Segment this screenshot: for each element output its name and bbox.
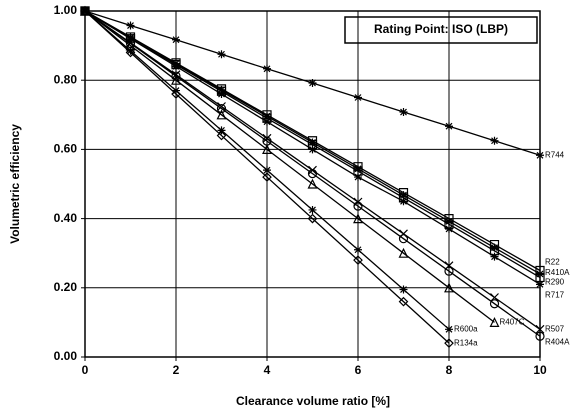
marker <box>490 243 499 252</box>
series-line <box>84 10 541 337</box>
marker <box>445 224 453 233</box>
marker <box>353 213 363 224</box>
series-label: R600a <box>454 324 478 333</box>
series-label: R22 <box>545 258 560 267</box>
marker <box>171 89 181 99</box>
marker <box>399 197 408 206</box>
marker <box>217 102 226 111</box>
marker <box>535 324 545 334</box>
series-line <box>84 10 495 323</box>
marker <box>217 50 226 59</box>
marker <box>353 201 363 211</box>
marker <box>444 338 454 349</box>
marker <box>489 299 500 309</box>
marker <box>307 178 318 189</box>
marker <box>535 331 545 341</box>
marker <box>126 34 135 43</box>
marker <box>308 205 317 214</box>
marker <box>216 130 227 141</box>
x-tick-label: 0 <box>82 363 89 377</box>
series-label: R744 <box>545 150 565 159</box>
marker <box>216 103 227 114</box>
marker <box>262 144 272 154</box>
x-axis-label: Clearance volume ratio [%] <box>236 394 390 408</box>
y-tick-label: 0.80 <box>54 72 78 86</box>
marker <box>217 126 226 135</box>
y-tick-label: 0.20 <box>54 280 78 294</box>
marker <box>263 64 271 73</box>
marker <box>445 325 453 334</box>
marker <box>445 122 453 131</box>
marker <box>489 317 500 327</box>
marker <box>536 151 544 160</box>
y-tick-label: 1.00 <box>54 3 78 17</box>
series-label: R717 <box>545 290 565 299</box>
chart-title: Rating Point: ISO (LBP) <box>374 22 508 36</box>
marker <box>126 46 135 55</box>
marker <box>353 255 363 265</box>
marker <box>172 62 180 71</box>
series-line <box>84 10 450 344</box>
series-label: R404A <box>545 337 570 346</box>
marker <box>398 296 409 307</box>
series-label: R407C <box>500 318 525 327</box>
marker <box>307 213 318 224</box>
marker <box>308 145 317 154</box>
plot-frame <box>84 10 541 358</box>
marker <box>354 93 362 102</box>
marker <box>171 74 181 85</box>
x-tick-label: 2 <box>173 363 180 377</box>
y-tick-label: 0.00 <box>54 349 78 363</box>
marker <box>126 21 135 30</box>
marker <box>444 282 454 293</box>
series-line <box>84 10 541 278</box>
marker <box>217 90 226 99</box>
series-label: R134a <box>454 338 478 347</box>
marker <box>263 112 271 121</box>
y-axis-label: Volumetric efficiency <box>8 124 22 244</box>
marker <box>444 219 454 229</box>
marker <box>307 169 318 179</box>
marker <box>263 166 271 175</box>
marker <box>353 166 363 176</box>
marker <box>444 266 454 276</box>
y-tick-label: 0.40 <box>54 211 78 225</box>
marker <box>307 139 318 150</box>
x-tick-label: 8 <box>446 363 453 377</box>
marker <box>125 47 136 58</box>
marker <box>354 164 362 173</box>
marker <box>489 246 500 256</box>
series-label: R290 <box>545 278 565 287</box>
marker <box>263 117 271 126</box>
title-box <box>344 16 538 44</box>
marker <box>399 285 408 294</box>
marker <box>445 217 453 226</box>
x-tick-label: 6 <box>355 363 362 377</box>
x-tick-label: 10 <box>533 363 547 377</box>
marker <box>262 133 272 143</box>
marker <box>535 272 545 283</box>
marker <box>536 280 544 289</box>
x-tick-label: 4 <box>264 363 271 377</box>
marker <box>308 138 317 147</box>
marker <box>262 172 272 182</box>
marker <box>354 245 362 254</box>
series-label: R410A <box>545 268 570 277</box>
marker <box>217 85 226 94</box>
marker <box>398 247 409 258</box>
marker <box>172 35 180 44</box>
marker <box>490 136 499 145</box>
marker <box>398 234 409 244</box>
marker <box>80 6 90 16</box>
marker <box>216 86 227 96</box>
y-tick-label: 0.60 <box>54 142 78 156</box>
series-label: R507 <box>545 324 565 333</box>
marker <box>490 252 499 261</box>
marker <box>216 109 227 120</box>
marker <box>308 78 317 87</box>
marker <box>354 173 362 182</box>
marker <box>399 108 408 117</box>
marker <box>399 191 408 200</box>
